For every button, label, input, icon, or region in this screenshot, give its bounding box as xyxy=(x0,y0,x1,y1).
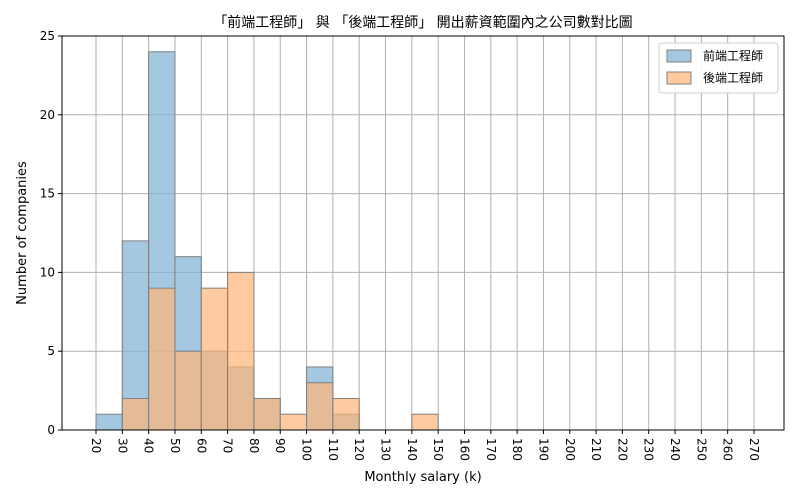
x-tick-label: 140 xyxy=(405,438,419,461)
y-tick-label: 5 xyxy=(47,344,55,358)
x-tick-label: 230 xyxy=(642,438,656,461)
x-tick-label: 120 xyxy=(352,438,366,461)
bar-backend xyxy=(174,350,202,431)
y-tick-label: 10 xyxy=(40,265,55,279)
bar-backend xyxy=(279,413,308,431)
x-tick-label: 150 xyxy=(431,438,445,461)
x-axis-label: Monthly salary (k) xyxy=(364,470,481,485)
x-tick-label: 30 xyxy=(115,438,129,453)
legend-label-backend: 後端工程師 xyxy=(703,70,763,85)
x-tick-label: 160 xyxy=(457,438,471,461)
bar-backend xyxy=(332,397,360,431)
x-tick-label: 50 xyxy=(168,438,182,453)
x-tick-label: 260 xyxy=(721,438,735,461)
x-tick-label: 210 xyxy=(589,438,603,461)
x-tick-label: 90 xyxy=(273,438,287,453)
bar-frontend xyxy=(95,413,123,431)
bar-backend xyxy=(200,287,229,431)
x-tick-label: 130 xyxy=(379,438,393,461)
x-tick-label: 180 xyxy=(510,438,524,461)
x-tick-label: 170 xyxy=(484,438,498,461)
bar-backend xyxy=(227,271,255,431)
x-tick-label: 220 xyxy=(615,438,629,461)
grid-layer xyxy=(62,35,784,431)
x-tick-label: 80 xyxy=(247,438,261,453)
x-tick-label: 100 xyxy=(300,438,314,461)
legend-swatch-backend xyxy=(666,71,692,85)
x-tick-label: 60 xyxy=(194,438,208,453)
bar-backend xyxy=(148,287,176,431)
x-tick-label: 250 xyxy=(694,438,708,461)
chart-title: 「前端工程師」 與 「後端工程師」 開出薪資範圍內之公司數對比圖 xyxy=(213,14,632,31)
y-tick-label: 20 xyxy=(40,108,55,122)
bar-backend xyxy=(253,397,281,431)
y-axis-label: Number of companies xyxy=(15,161,30,305)
legend-label-frontend: 前端工程師 xyxy=(703,48,763,63)
x-tick-label: 110 xyxy=(326,438,340,461)
y-tick-label: 0 xyxy=(47,423,55,437)
x-tick-label: 40 xyxy=(142,438,156,453)
x-tick-label: 200 xyxy=(563,438,577,461)
legend-swatch-frontend xyxy=(666,49,692,63)
legend: 前端工程師 後端工程師 xyxy=(658,42,779,94)
plot-frame xyxy=(61,35,785,431)
x-tick-label: 270 xyxy=(747,438,761,461)
bar-backend xyxy=(411,413,439,431)
bars-layer xyxy=(95,51,439,431)
x-tick-label: 190 xyxy=(536,438,550,461)
x-tick-label: 240 xyxy=(668,438,682,461)
ticks-layer: 20 30 40 50 60 70 80 90 100 110 120 130 140 150 160 170… xyxy=(40,29,761,461)
bar-backend xyxy=(121,397,150,431)
x-tick-label: 70 xyxy=(221,438,235,453)
y-tick-label: 15 xyxy=(40,187,55,201)
x-tick-label: 20 xyxy=(89,438,103,453)
bar-backend xyxy=(306,382,334,431)
y-tick-label: 25 xyxy=(40,29,55,43)
